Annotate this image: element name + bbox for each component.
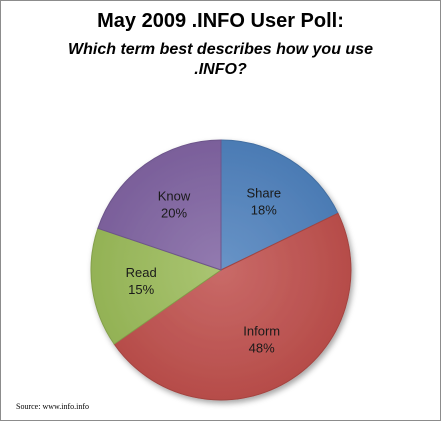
pie-slices — [90, 139, 352, 401]
pie-slice-read — [90, 227, 223, 345]
slice-label-know: Know — [158, 189, 191, 204]
chart-title: May 2009 .INFO User Poll: — [97, 10, 344, 32]
slice-value-know: 20% — [161, 206, 187, 221]
source-note: Source: www.info.info — [16, 402, 90, 411]
slice-label-inform: Inform — [243, 324, 280, 339]
slice-label-read: Read — [126, 265, 157, 280]
pie-slice-share — [220, 139, 339, 271]
slice-value-share: 18% — [251, 203, 277, 218]
slice-label-share: Share — [246, 186, 281, 201]
pie-slice-know — [97, 139, 222, 271]
chart-subtitle: Which term best describes how you use .I… — [68, 41, 373, 78]
pie-labels: Share 18% Inform 48% Read 15% Know 20% — [126, 186, 281, 356]
slice-value-read: 15% — [128, 282, 154, 297]
pie-slice-inform — [113, 212, 352, 401]
slice-value-inform: 48% — [249, 341, 275, 356]
